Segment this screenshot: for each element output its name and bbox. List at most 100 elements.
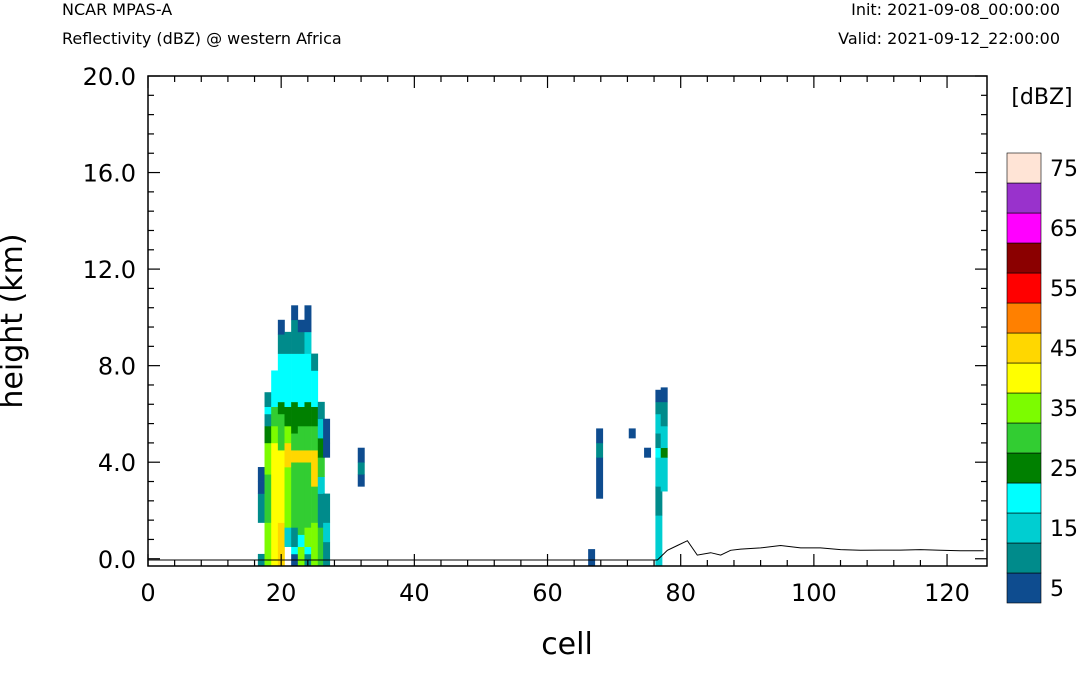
reflectivity-cell [644, 447, 652, 458]
reflectivity-cell [304, 546, 312, 555]
reflectivity-cell [264, 406, 272, 415]
colorbar-box [1006, 332, 1042, 364]
colorbar-label: 5 [1050, 577, 1064, 602]
reflectivity-cell [284, 353, 292, 407]
reflectivity-cell [304, 353, 312, 403]
reflectivity-cell [277, 353, 285, 403]
reflectivity-cell [284, 426, 292, 444]
reflectivity-cell [311, 353, 319, 371]
reflectivity-cell [277, 319, 285, 335]
y-tick-label: 20.0 [83, 63, 136, 91]
reflectivity-cell [357, 462, 365, 475]
reflectivity-cell [257, 467, 265, 482]
reflectivity-cell [317, 457, 325, 477]
colorbar-labels: 5 15 25 35 45 55 65 75 [1050, 157, 1078, 602]
reflectivity-cell [284, 527, 292, 547]
init-time: Init: 2021-09-08_00:00:00 [851, 0, 1060, 19]
y-tick-label: 16.0 [83, 160, 136, 188]
reflectivity-cells [257, 305, 668, 567]
x-tick-label: 80 [665, 579, 696, 607]
plot-frame [147, 75, 988, 567]
reflectivity-cell [357, 474, 365, 487]
terrain-line [148, 540, 984, 561]
reflectivity-cell [323, 418, 331, 444]
reflectivity-cell [291, 353, 299, 403]
colorbar-box [1006, 422, 1042, 454]
reflectivity-cell [660, 447, 668, 458]
colorbar-box [1006, 272, 1042, 304]
x-tick-label: 120 [924, 579, 970, 607]
y-tick-label: 8.0 [98, 353, 136, 381]
colorbar-label: 15 [1050, 517, 1078, 542]
reflectivity-cell [323, 541, 331, 567]
reflectivity-cell [317, 438, 325, 458]
colorbar-box [1006, 512, 1042, 544]
reflectivity-cell [655, 401, 663, 415]
reflectivity-cell [660, 426, 668, 449]
y-tick-label: 0.0 [98, 546, 136, 574]
x-tick-label: 40 [399, 579, 430, 607]
reflectivity-cell [323, 522, 331, 543]
colorbar-box [1006, 542, 1042, 574]
colorbar-box [1006, 362, 1042, 394]
reflectivity-cell [264, 474, 272, 523]
reflectivity-cell [297, 462, 305, 535]
y-tick-label: 4.0 [98, 449, 136, 477]
x-tick-labels: 0 20 40 60 80 100 120 [140, 579, 970, 607]
valid-time: Valid: 2021-09-12_22:00:00 [838, 29, 1060, 48]
reflectivity-cell [311, 522, 319, 567]
colorbar-box [1006, 152, 1042, 184]
reflectivity-cell [277, 522, 285, 567]
reflectivity-cell [311, 370, 319, 407]
reflectivity-cell [323, 442, 331, 458]
colorbar-label: 45 [1050, 337, 1078, 362]
reflectivity-cell [304, 426, 312, 451]
reflectivity-cell [304, 331, 312, 354]
reflectivity-cell [655, 433, 663, 449]
reflectivity-cell [317, 493, 325, 528]
reflectivity-cell [311, 450, 319, 487]
reflectivity-cell [660, 401, 668, 427]
reflectivity-cell [655, 553, 663, 567]
x-tick-label: 0 [140, 579, 155, 607]
colorbar-box [1006, 482, 1042, 514]
reflectivity-cell [291, 527, 299, 547]
reflectivity-cell [297, 534, 305, 547]
reflectivity-cell [304, 462, 312, 528]
reflectivity-cell [655, 457, 663, 487]
reflectivity-cell [284, 467, 292, 528]
reflectivity-cell [596, 428, 604, 444]
reflectivity-cell [655, 486, 663, 516]
reflectivity-cell [277, 413, 285, 451]
colorbar-box [1006, 212, 1042, 244]
reflectivity-cell [304, 401, 312, 427]
reflectivity-cell [317, 527, 325, 567]
reflectivity-cell [588, 549, 596, 567]
model-name: NCAR MPAS-A [62, 0, 173, 19]
reflectivity-cell [297, 331, 305, 354]
reflectivity-cell [271, 370, 279, 407]
reflectivity-cell [271, 406, 279, 427]
reflectivity-cell [311, 426, 319, 451]
reflectivity-cell [284, 331, 292, 354]
x-tick-label: 20 [266, 579, 297, 607]
colorbar-label: 25 [1050, 457, 1078, 482]
reflectivity-cell [304, 305, 312, 333]
reflectivity-cell [291, 401, 299, 434]
reflectivity-cell [264, 426, 272, 444]
reflectivity-cell [264, 522, 272, 567]
reflectivity-cell [304, 527, 312, 547]
reflectivity-cell [297, 450, 305, 463]
reflectivity-cell [304, 450, 312, 463]
reflectivity-cell [297, 319, 305, 333]
reflectivity-cell [317, 418, 325, 439]
y-tick-labels: 0.0 4.0 8.0 12.0 16.0 20.0 [83, 63, 136, 574]
x-axis-title: cell [541, 627, 593, 662]
colorbar-box [1006, 242, 1042, 274]
colorbar-label: 55 [1050, 277, 1078, 302]
reflectivity-cell [284, 442, 292, 468]
reflectivity-cell [297, 406, 305, 427]
reflectivity-cell [277, 334, 285, 354]
reflectivity-cell [284, 406, 292, 427]
reflectivity-cell [264, 392, 272, 403]
